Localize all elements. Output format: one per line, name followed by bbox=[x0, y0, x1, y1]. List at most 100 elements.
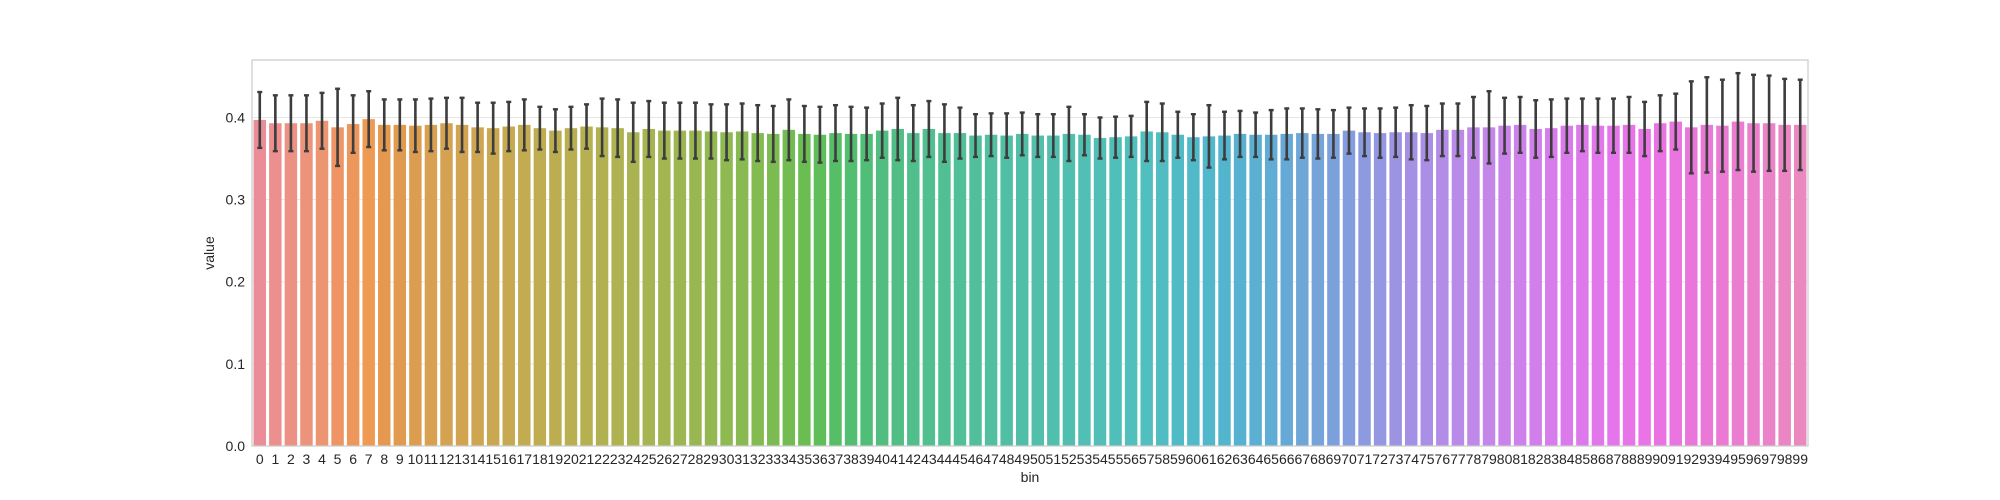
x-tick-label: 62 bbox=[1217, 451, 1233, 467]
x-tick-label: 65 bbox=[1263, 451, 1279, 467]
bar bbox=[1747, 123, 1760, 447]
bar bbox=[1436, 129, 1449, 446]
x-tick-label: 96 bbox=[1746, 451, 1762, 467]
bar bbox=[549, 130, 562, 446]
x-tick-label: 50 bbox=[1030, 451, 1046, 467]
x-tick-label: 76 bbox=[1435, 451, 1451, 467]
x-tick-label: 68 bbox=[1310, 451, 1326, 467]
x-tick-label: 6 bbox=[349, 451, 357, 467]
x-tick-label: 14 bbox=[470, 451, 486, 467]
bar bbox=[626, 132, 640, 446]
x-tick-label: 32 bbox=[750, 451, 766, 467]
bar bbox=[1078, 134, 1091, 446]
x-tick-label: 23 bbox=[610, 451, 626, 467]
x-tick-label: 24 bbox=[625, 451, 641, 467]
x-tick-label: 2 bbox=[287, 451, 295, 467]
x-tick-label: 89 bbox=[1637, 451, 1653, 467]
bar bbox=[829, 133, 842, 446]
x-tick-label: 46 bbox=[968, 451, 984, 467]
bar bbox=[735, 131, 749, 447]
x-tick-label: 35 bbox=[797, 451, 813, 467]
bar bbox=[393, 124, 407, 446]
x-tick-label: 93 bbox=[1699, 451, 1715, 467]
bar bbox=[1467, 127, 1480, 447]
x-tick-label: 48 bbox=[999, 451, 1015, 467]
bar bbox=[1700, 124, 1714, 446]
x-tick-label: 16 bbox=[501, 451, 517, 467]
bar bbox=[1249, 134, 1262, 446]
x-tick-label: 4 bbox=[318, 451, 326, 467]
bar bbox=[1622, 124, 1636, 446]
x-tick-label: 78 bbox=[1466, 451, 1482, 467]
x-tick-label: 1 bbox=[271, 451, 279, 467]
bar bbox=[1762, 123, 1776, 447]
bar bbox=[1062, 133, 1076, 446]
bar bbox=[564, 128, 578, 446]
bar bbox=[907, 133, 920, 446]
x-tick-label: 88 bbox=[1621, 451, 1637, 467]
x-tick-label: 95 bbox=[1730, 451, 1746, 467]
bar bbox=[1358, 132, 1371, 446]
bar bbox=[1793, 124, 1807, 446]
bar bbox=[1669, 121, 1682, 447]
bar bbox=[1264, 134, 1278, 446]
x-tick-label: 91 bbox=[1668, 451, 1684, 467]
bar bbox=[1187, 137, 1200, 446]
error-bars bbox=[257, 71, 1803, 175]
bar bbox=[284, 123, 298, 447]
x-tick-label: 59 bbox=[1170, 451, 1186, 467]
x-tick-label: 12 bbox=[439, 451, 455, 467]
y-tick-labels: 0.0 0.1 0.2 0.3 0.4 bbox=[226, 109, 246, 454]
bar bbox=[1218, 135, 1231, 447]
x-tick-label: 44 bbox=[937, 451, 953, 467]
x-tick-label: 77 bbox=[1450, 451, 1466, 467]
x-tick-label: 99 bbox=[1792, 451, 1808, 467]
x-tick-label: 52 bbox=[1061, 451, 1077, 467]
y-tick-label: 0.3 bbox=[226, 192, 246, 208]
bar bbox=[1389, 132, 1402, 446]
bar bbox=[1731, 121, 1745, 447]
bar bbox=[409, 125, 422, 447]
x-tick-label: 8 bbox=[380, 451, 388, 467]
x-tick-label: 69 bbox=[1326, 451, 1342, 467]
bar bbox=[595, 127, 609, 447]
bar bbox=[1653, 123, 1667, 447]
x-tick-label: 47 bbox=[983, 451, 999, 467]
x-tick-label: 37 bbox=[828, 451, 844, 467]
x-tick-label: 57 bbox=[1139, 451, 1155, 467]
bar bbox=[1591, 125, 1605, 447]
x-tick-label: 9 bbox=[396, 451, 404, 467]
bar bbox=[346, 124, 360, 447]
bar bbox=[1047, 135, 1060, 447]
x-tick-label: 74 bbox=[1403, 451, 1419, 467]
bar bbox=[1560, 125, 1574, 447]
x-tick-labels: 0 1 2 3 4 5 6 7 8 9 10 11 12 13 14 15 16 17 18 19 20 21 22 23 24… bbox=[256, 451, 1808, 467]
x-tick-label: 22 bbox=[594, 451, 610, 467]
bar bbox=[269, 123, 282, 447]
x-tick-label: 94 bbox=[1715, 451, 1731, 467]
bar bbox=[1529, 128, 1542, 446]
x-tick-label: 75 bbox=[1419, 451, 1435, 467]
x-tick-label: 64 bbox=[1248, 451, 1264, 467]
bar bbox=[1373, 133, 1387, 446]
bar bbox=[455, 124, 469, 446]
y-tick-label: 0.1 bbox=[226, 356, 246, 372]
bar bbox=[891, 128, 904, 446]
x-tick-label: 18 bbox=[532, 451, 548, 467]
bar bbox=[486, 128, 500, 446]
x-tick-label: 34 bbox=[781, 451, 797, 467]
x-tick-label: 61 bbox=[1201, 451, 1217, 467]
bar bbox=[1124, 136, 1138, 446]
bar bbox=[1716, 125, 1729, 447]
bar bbox=[440, 123, 453, 447]
bar bbox=[1109, 137, 1122, 446]
x-tick-label: 86 bbox=[1590, 451, 1606, 467]
y-tick-label: 0.0 bbox=[226, 438, 246, 454]
bar bbox=[1311, 133, 1325, 446]
bar bbox=[1093, 138, 1107, 446]
bar bbox=[378, 124, 391, 446]
bar bbox=[1156, 132, 1169, 446]
bar bbox=[1404, 132, 1418, 446]
x-tick-label: 39 bbox=[859, 451, 875, 467]
bar bbox=[782, 129, 796, 446]
